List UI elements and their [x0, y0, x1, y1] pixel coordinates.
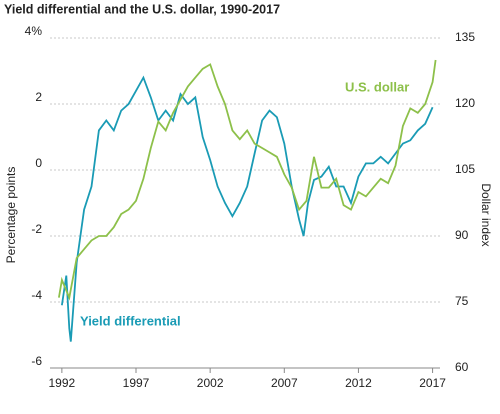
- y-axis-label: Percentage points: [4, 167, 18, 264]
- y2-tick-label: 75: [455, 294, 469, 308]
- x-tick-label: 2002: [197, 376, 224, 390]
- y2-axis-label: Dollar index: [479, 183, 493, 246]
- y2-tick-label: 135: [455, 30, 475, 44]
- series-line: [61, 75, 434, 342]
- y2-tick-label: 120: [455, 96, 475, 110]
- y-tick-label: -2: [31, 222, 42, 236]
- series-label: U.S. dollar: [345, 79, 409, 94]
- y2-tick-label: 60: [455, 360, 469, 374]
- y-tick-label: -6: [31, 354, 42, 368]
- chart-title: Yield differential and the U.S. dollar, …: [4, 2, 280, 16]
- y2-tick-label: 90: [455, 228, 469, 242]
- series-label: Yield differential: [80, 313, 181, 328]
- y2-tick-label: 105: [455, 162, 475, 176]
- series-line: [58, 59, 437, 301]
- x-tick-label: 2012: [345, 376, 372, 390]
- y-tick-label: 0: [35, 156, 42, 170]
- y-tick-label: 2: [35, 90, 42, 104]
- x-tick-label: 2007: [271, 376, 298, 390]
- y-tick-label: 4%: [25, 24, 43, 38]
- y-tick-label: -4: [31, 288, 42, 302]
- x-tick-label: 1992: [49, 376, 76, 390]
- x-tick-label: 1997: [123, 376, 150, 390]
- x-tick-label: 2017: [419, 376, 446, 390]
